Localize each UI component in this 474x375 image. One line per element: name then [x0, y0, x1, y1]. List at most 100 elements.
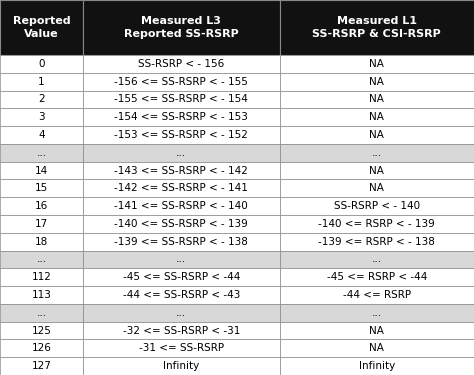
Bar [0, 322, 83, 339]
Bar [83, 108, 280, 126]
Bar [280, 197, 474, 215]
Text: 127: 127 [32, 361, 51, 371]
Bar [0, 126, 83, 144]
Bar [83, 215, 280, 233]
Bar [280, 215, 474, 233]
Text: NA: NA [369, 112, 384, 122]
Bar [83, 90, 280, 108]
Bar [280, 55, 474, 73]
Bar [280, 339, 474, 357]
Text: ...: ... [372, 255, 382, 264]
Bar [0, 108, 83, 126]
Text: 126: 126 [32, 344, 51, 353]
Bar [83, 144, 280, 162]
Text: NA: NA [369, 59, 384, 69]
Text: Reported
Value: Reported Value [13, 16, 70, 39]
Bar [83, 197, 280, 215]
Bar [83, 268, 280, 286]
Bar [280, 126, 474, 144]
Bar [0, 357, 83, 375]
Text: 112: 112 [32, 272, 51, 282]
Bar [280, 0, 474, 55]
Text: NA: NA [369, 344, 384, 353]
Text: -139 <= SS-RSRP < - 138: -139 <= SS-RSRP < - 138 [114, 237, 248, 247]
Text: ...: ... [36, 148, 46, 158]
Bar [0, 251, 83, 268]
Text: Measured L3
Reported SS-RSRP: Measured L3 Reported SS-RSRP [124, 16, 239, 39]
Bar [280, 233, 474, 250]
Bar [0, 0, 83, 55]
Bar [280, 180, 474, 197]
Text: 3: 3 [38, 112, 45, 122]
Text: ...: ... [372, 148, 382, 158]
Bar [83, 322, 280, 339]
Bar [0, 286, 83, 304]
Bar [280, 304, 474, 322]
Bar [0, 304, 83, 322]
Text: -142 <= SS-RSRP < - 141: -142 <= SS-RSRP < - 141 [114, 183, 248, 194]
Text: 18: 18 [35, 237, 48, 247]
Text: ...: ... [176, 148, 186, 158]
Text: NA: NA [369, 165, 384, 176]
Text: ...: ... [176, 308, 186, 318]
Text: 0: 0 [38, 59, 45, 69]
Bar [83, 162, 280, 180]
Text: ...: ... [36, 308, 46, 318]
Text: -143 <= SS-RSRP < - 142: -143 <= SS-RSRP < - 142 [114, 165, 248, 176]
Text: -31 <= SS-RSRP: -31 <= SS-RSRP [139, 344, 224, 353]
Text: -45 <= RSRP < -44: -45 <= RSRP < -44 [327, 272, 427, 282]
Bar [280, 108, 474, 126]
Bar [280, 144, 474, 162]
Bar [280, 322, 474, 339]
Bar [0, 215, 83, 233]
Text: 113: 113 [32, 290, 51, 300]
Text: Measured L1
SS-RSRP & CSI-RSRP: Measured L1 SS-RSRP & CSI-RSRP [312, 16, 441, 39]
Bar [280, 90, 474, 108]
Text: Infinity: Infinity [163, 361, 200, 371]
Text: NA: NA [369, 130, 384, 140]
Text: NA: NA [369, 183, 384, 194]
Text: 15: 15 [35, 183, 48, 194]
Bar [83, 339, 280, 357]
Text: -32 <= SS-RSRP < -31: -32 <= SS-RSRP < -31 [123, 326, 240, 336]
Bar [280, 73, 474, 90]
Text: -140 <= RSRP < - 139: -140 <= RSRP < - 139 [319, 219, 435, 229]
Bar [83, 126, 280, 144]
Text: -140 <= SS-RSRP < - 139: -140 <= SS-RSRP < - 139 [114, 219, 248, 229]
Bar [0, 73, 83, 90]
Text: -154 <= SS-RSRP < - 153: -154 <= SS-RSRP < - 153 [114, 112, 248, 122]
Bar [83, 304, 280, 322]
Text: 1: 1 [38, 76, 45, 87]
Bar [83, 55, 280, 73]
Text: ...: ... [372, 308, 382, 318]
Text: SS-RSRP < - 140: SS-RSRP < - 140 [334, 201, 420, 211]
Bar [83, 286, 280, 304]
Text: ...: ... [36, 255, 46, 264]
Bar [0, 162, 83, 180]
Bar [0, 180, 83, 197]
Bar [280, 286, 474, 304]
Bar [280, 251, 474, 268]
Text: NA: NA [369, 326, 384, 336]
Bar [0, 55, 83, 73]
Bar [83, 251, 280, 268]
Bar [280, 162, 474, 180]
Text: 17: 17 [35, 219, 48, 229]
Bar [83, 357, 280, 375]
Text: -139 <= RSRP < - 138: -139 <= RSRP < - 138 [319, 237, 435, 247]
Bar [83, 73, 280, 90]
Text: 4: 4 [38, 130, 45, 140]
Text: ...: ... [176, 255, 186, 264]
Bar [280, 357, 474, 375]
Bar [83, 0, 280, 55]
Text: -45 <= SS-RSRP < -44: -45 <= SS-RSRP < -44 [123, 272, 240, 282]
Bar [0, 233, 83, 250]
Text: NA: NA [369, 94, 384, 105]
Text: SS-RSRP < - 156: SS-RSRP < - 156 [138, 59, 224, 69]
Text: 2: 2 [38, 94, 45, 105]
Bar [0, 90, 83, 108]
Text: -156 <= SS-RSRP < - 155: -156 <= SS-RSRP < - 155 [114, 76, 248, 87]
Bar [0, 144, 83, 162]
Text: -141 <= SS-RSRP < - 140: -141 <= SS-RSRP < - 140 [114, 201, 248, 211]
Bar [83, 233, 280, 250]
